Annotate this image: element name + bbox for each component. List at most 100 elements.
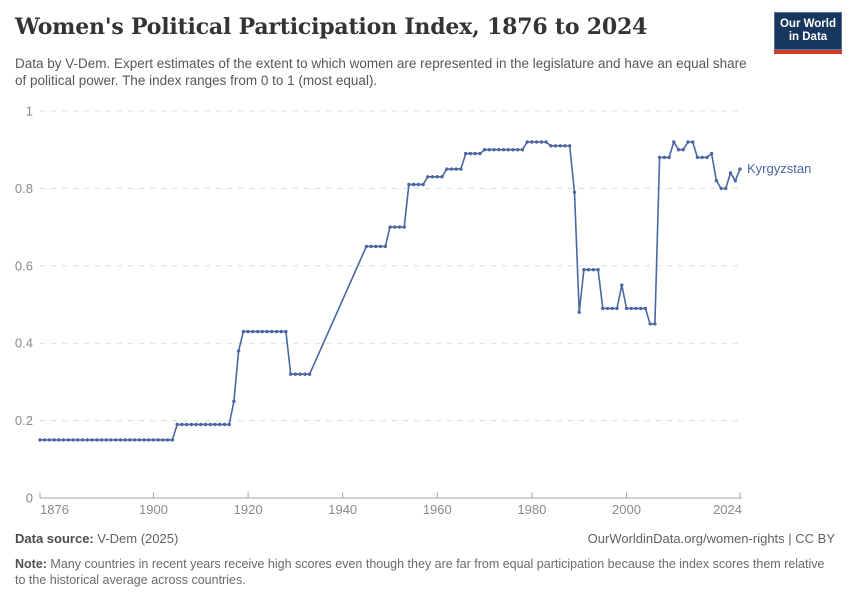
data-point[interactable] — [388, 225, 392, 229]
data-point[interactable] — [236, 349, 241, 353]
data-point[interactable] — [601, 306, 605, 311]
data-point[interactable] — [539, 140, 544, 144]
data-point[interactable] — [426, 175, 430, 179]
data-point[interactable] — [142, 438, 146, 442]
data-point[interactable] — [596, 268, 600, 272]
data-point[interactable] — [482, 148, 487, 152]
data-point[interactable] — [175, 422, 179, 427]
data-point[interactable] — [686, 140, 690, 144]
data-point[interactable] — [199, 422, 203, 427]
data-point[interactable] — [76, 438, 80, 442]
data-point[interactable] — [222, 422, 227, 427]
data-point[interactable] — [166, 438, 170, 442]
data-point[interactable] — [700, 155, 704, 160]
data-point[interactable] — [449, 167, 454, 171]
series-label-kyrgyzstan[interactable]: Kyrgyzstan — [747, 161, 811, 176]
data-point[interactable] — [586, 268, 591, 272]
data-point[interactable] — [402, 225, 406, 229]
data-point[interactable] — [118, 438, 123, 442]
data-point[interactable] — [260, 329, 264, 334]
data-point[interactable] — [473, 151, 477, 156]
data-point[interactable] — [610, 306, 614, 311]
data-point[interactable] — [728, 171, 733, 175]
data-point[interactable] — [194, 422, 198, 427]
data-point[interactable] — [109, 438, 113, 442]
data-point[interactable] — [667, 155, 671, 160]
data-point[interactable] — [279, 329, 283, 334]
data-point[interactable] — [80, 438, 85, 442]
data-point[interactable] — [705, 155, 709, 160]
data-point[interactable] — [530, 140, 534, 144]
data-point[interactable] — [374, 244, 378, 249]
data-point[interactable] — [620, 283, 624, 287]
data-point[interactable] — [57, 438, 61, 442]
data-point[interactable] — [251, 329, 255, 334]
data-point[interactable] — [208, 422, 212, 427]
data-point[interactable] — [520, 148, 525, 152]
data-point[interactable] — [544, 140, 548, 144]
data-point[interactable] — [549, 144, 553, 148]
data-point[interactable] — [672, 140, 676, 144]
data-point[interactable] — [397, 225, 402, 229]
data-point[interactable] — [506, 148, 510, 152]
series-line-kyrgyzstan[interactable] — [39, 141, 741, 441]
data-point[interactable] — [464, 151, 468, 156]
data-point[interactable] — [289, 372, 293, 376]
data-point[interactable] — [624, 306, 629, 311]
data-point[interactable] — [293, 372, 298, 376]
data-point[interactable] — [213, 422, 217, 427]
data-point[interactable] — [156, 438, 160, 442]
data-point[interactable] — [364, 244, 369, 249]
data-point[interactable] — [137, 438, 141, 442]
data-point[interactable] — [591, 268, 596, 272]
data-point[interactable] — [582, 268, 586, 272]
data-point[interactable] — [104, 438, 108, 442]
data-point[interactable] — [681, 148, 685, 152]
data-point[interactable] — [454, 167, 458, 171]
data-point[interactable] — [161, 438, 165, 442]
data-point[interactable] — [440, 175, 444, 179]
data-point[interactable] — [487, 148, 491, 152]
data-point[interactable] — [61, 438, 66, 442]
data-point[interactable] — [170, 438, 175, 442]
data-point[interactable] — [227, 422, 231, 427]
data-point[interactable] — [657, 155, 662, 160]
data-point[interactable] — [218, 422, 222, 427]
data-point[interactable] — [676, 148, 681, 152]
data-point[interactable] — [416, 182, 421, 187]
data-point[interactable] — [52, 438, 56, 442]
data-point[interactable] — [662, 155, 666, 160]
data-point[interactable] — [525, 140, 529, 144]
data-point[interactable] — [639, 306, 643, 311]
data-point[interactable] — [184, 422, 189, 427]
data-point[interactable] — [691, 140, 695, 144]
data-point[interactable] — [114, 438, 118, 442]
data-point[interactable] — [719, 186, 723, 191]
data-point[interactable] — [738, 167, 742, 171]
data-point[interactable] — [695, 155, 700, 160]
data-point[interactable] — [605, 306, 610, 311]
data-point[interactable] — [303, 372, 307, 376]
data-point[interactable] — [459, 167, 463, 171]
data-point[interactable] — [90, 438, 94, 442]
data-point[interactable] — [643, 306, 648, 311]
data-point[interactable] — [615, 306, 619, 311]
data-point[interactable] — [71, 438, 75, 442]
data-point[interactable] — [232, 399, 236, 403]
data-point[interactable] — [151, 438, 156, 442]
data-point[interactable] — [492, 148, 496, 152]
data-point[interactable] — [468, 151, 473, 156]
data-point[interactable] — [255, 329, 260, 334]
data-point[interactable] — [393, 225, 397, 229]
data-point[interactable] — [411, 182, 416, 187]
data-point[interactable] — [43, 438, 47, 442]
data-point[interactable] — [421, 182, 425, 187]
data-point[interactable] — [270, 329, 274, 334]
data-point[interactable] — [147, 438, 151, 442]
data-point[interactable] — [511, 148, 515, 152]
data-point[interactable] — [274, 329, 279, 334]
data-point[interactable] — [95, 438, 99, 442]
data-point[interactable] — [180, 422, 184, 427]
data-point[interactable] — [430, 175, 435, 179]
data-point[interactable] — [478, 151, 482, 156]
